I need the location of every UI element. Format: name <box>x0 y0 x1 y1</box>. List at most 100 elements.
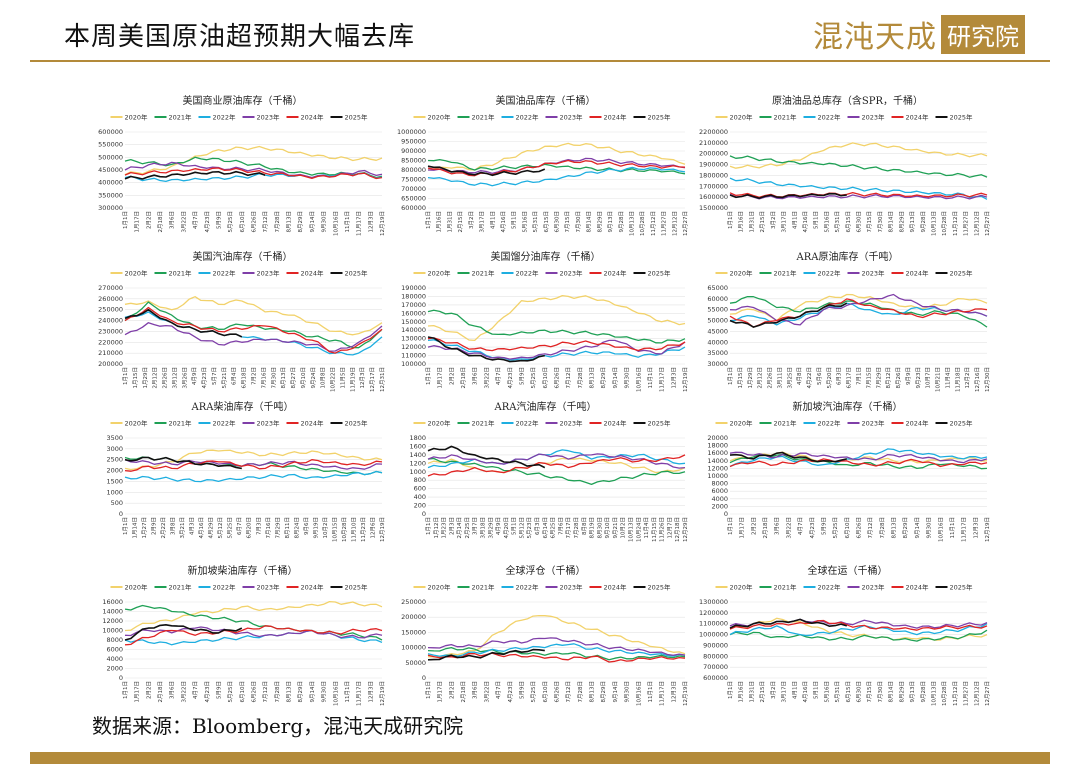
x-tick-label: 6月30日 <box>856 681 863 703</box>
legend-label: 2020年 <box>125 113 149 122</box>
x-tick-label: 4月7日 <box>192 681 199 699</box>
y-tick-label: 4000 <box>106 655 123 663</box>
x-tick-label: 10月13日 <box>628 211 635 236</box>
legend-label: 2021年 <box>774 113 798 122</box>
series-line-2020年 <box>729 617 988 641</box>
x-tick-label: 12月17日 <box>369 367 376 392</box>
x-tick-label: 5月7日 <box>211 367 218 385</box>
x-tick-label: 2月15日 <box>457 211 464 233</box>
legend-label: 2020年 <box>730 583 754 592</box>
y-tick-label: 2000 <box>106 665 123 673</box>
x-tick-label: 1月17日 <box>437 367 444 389</box>
x-tick-label: 10月28日 <box>941 681 948 706</box>
x-tick-label: 11月1日 <box>949 517 956 539</box>
x-tick-label: 1月1日 <box>727 517 734 535</box>
x-tick-label: 4月23日 <box>507 681 514 703</box>
x-tick-label: 12月29日 <box>682 517 689 542</box>
x-tick-label: 12月27日 <box>984 211 991 236</box>
series-line-2025年 <box>427 445 546 469</box>
x-tick-label: 10月28日 <box>639 211 646 236</box>
chart-10: 新加坡柴油库存（千桶） 2020年 2021年 2022年 2023年 2024年 2025… <box>102 564 386 706</box>
x-tick-label: 9月24日 <box>310 367 317 389</box>
y-tick-label: 3000 <box>106 445 123 453</box>
series-line-2024年 <box>427 159 686 177</box>
x-tick-label: 12月3日 <box>367 211 374 233</box>
legend-label: 2022年 <box>516 113 540 122</box>
x-tick-label: 12月19日 <box>984 517 991 542</box>
x-tick-label: 2月2日 <box>448 681 455 699</box>
series-line-2021年 <box>427 646 686 661</box>
x-tick-label: 4月7日 <box>495 681 502 699</box>
legend-label: 2021年 <box>472 419 496 428</box>
y-tick-label: 120000 <box>401 343 426 351</box>
y-tick-label: 1100000 <box>699 620 728 628</box>
x-tick-label: 7月15日 <box>866 211 873 233</box>
y-tick-label: 6000 <box>711 487 728 495</box>
series-line-2021年 <box>729 629 988 642</box>
x-tick-label: 6月15日 <box>845 681 852 703</box>
y-tick-label: 45000 <box>707 327 728 335</box>
x-tick-label: 5月16日 <box>823 681 830 703</box>
series-line-2022年 <box>427 339 686 361</box>
legend-label: 2025年 <box>345 419 369 428</box>
x-tick-label: 12月7日 <box>666 517 673 539</box>
x-tick-label: 7月16日 <box>265 517 272 539</box>
x-tick-label: 5月25日 <box>530 681 537 703</box>
y-tick-label: 1700000 <box>699 182 728 190</box>
x-tick-label: 1月17日 <box>739 517 746 539</box>
x-tick-label: 8月30日 <box>596 517 603 539</box>
x-tick-label: 6月26日 <box>856 517 863 539</box>
x-tick-label: 11月12日 <box>952 681 959 706</box>
x-tick-label: 12月12日 <box>671 211 678 236</box>
series-line-2024年 <box>427 652 686 663</box>
x-tick-label: 5月25日 <box>227 681 234 703</box>
x-tick-label: 5月23日 <box>526 517 533 539</box>
legend-label: 2022年 <box>213 583 237 592</box>
y-tick-label: 650000 <box>401 195 426 203</box>
series-line-2024年 <box>729 619 988 631</box>
x-tick-label: 9月14日 <box>309 681 316 703</box>
x-tick-label: 5月31日 <box>532 211 539 233</box>
y-tick-label: 35000 <box>707 349 728 357</box>
x-tick-label: 3月2日 <box>468 211 475 229</box>
legend-label: 2025年 <box>648 269 672 278</box>
x-tick-label: 10月28日 <box>941 211 948 236</box>
x-tick-label: 9月28日 <box>618 211 625 233</box>
y-tick-label: 1800000 <box>699 171 728 179</box>
x-tick-label: 10月16日 <box>332 681 339 706</box>
chart-12: 全球在运（千桶） 2020年 2021年 2022年 2023年 2024年 2025年 13… <box>699 564 991 706</box>
series-line-2025年 <box>729 618 848 629</box>
legend-label: 2021年 <box>169 419 193 428</box>
x-tick-label: 4月20日 <box>503 517 510 539</box>
x-tick-label: 2月18日 <box>460 681 467 703</box>
x-tick-label: 4月22日 <box>806 367 813 389</box>
series-line-2025年 <box>124 456 242 470</box>
y-tick-label: 170000 <box>401 301 426 309</box>
x-tick-label: 4月23日 <box>507 367 514 389</box>
x-tick-label: 7月12日 <box>262 211 269 233</box>
y-tick-label: 200000 <box>401 613 426 621</box>
x-tick-label: 1月16日 <box>738 681 745 703</box>
x-tick-label: 2月3日 <box>448 517 455 535</box>
y-tick-label: 400 <box>414 493 426 501</box>
x-tick-label: 8月29日 <box>898 681 905 703</box>
x-tick-label: 11月27日 <box>963 681 970 706</box>
x-tick-label: 5月9日 <box>215 211 222 229</box>
x-tick-label: 1月1日 <box>727 681 734 699</box>
y-tick-label: 600000 <box>401 204 426 212</box>
x-tick-label: 6月18日 <box>241 367 248 389</box>
series-line-2023年 <box>124 459 383 470</box>
legend-label: 2020年 <box>730 419 754 428</box>
x-tick-label: 1月17日 <box>437 681 444 703</box>
x-tick-label: 5月12日 <box>217 517 224 539</box>
x-tick-label: 6月20日 <box>246 517 253 539</box>
x-tick-label: 10月16日 <box>332 211 339 236</box>
series-line-2021年 <box>124 301 383 349</box>
x-tick-label: 5月25日 <box>832 517 839 539</box>
x-tick-label: 10月21日 <box>935 367 942 392</box>
y-tick-label: 100000 <box>401 644 426 652</box>
x-tick-label: 2月2日 <box>750 517 757 535</box>
x-tick-label: 11月12日 <box>650 211 657 236</box>
x-tick-label: 1月1日 <box>425 517 432 535</box>
x-tick-label: 11月27日 <box>661 211 668 236</box>
